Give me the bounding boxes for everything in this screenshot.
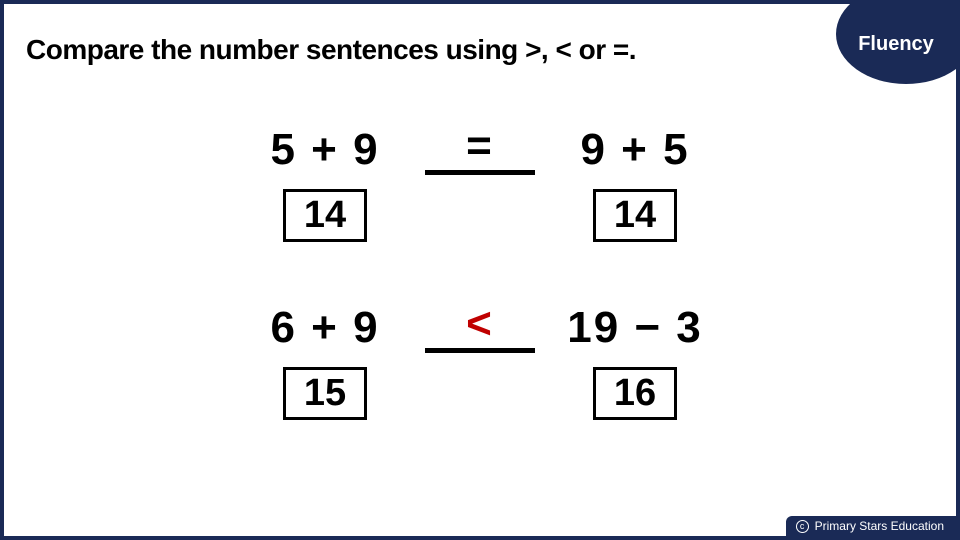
problem-row: 6 + 9 < 19 − 3 bbox=[255, 302, 705, 353]
problem-2: 6 + 9 < 19 − 3 15 16 bbox=[255, 302, 705, 420]
left-answer-box: 15 bbox=[283, 367, 367, 420]
footer-text: Primary Stars Education bbox=[815, 519, 944, 533]
answer-row: 14 14 bbox=[255, 189, 705, 242]
right-expression: 19 − 3 bbox=[565, 303, 705, 353]
footer-credit: c Primary Stars Education bbox=[786, 516, 956, 536]
comparison-blank: = bbox=[425, 124, 535, 175]
left-expression: 5 + 9 bbox=[255, 125, 395, 175]
right-answer-box: 14 bbox=[593, 189, 677, 242]
copyright-icon: c bbox=[796, 520, 809, 533]
problems-area: 5 + 9 = 9 + 5 14 14 6 + 9 < 19 − 3 15 16 bbox=[4, 124, 956, 420]
left-answer-box: 14 bbox=[283, 189, 367, 242]
left-expression: 6 + 9 bbox=[255, 303, 395, 353]
right-expression: 9 + 5 bbox=[565, 125, 705, 175]
fluency-badge: Fluency bbox=[836, 0, 960, 84]
answer-row: 15 16 bbox=[255, 367, 705, 420]
right-answer-box: 16 bbox=[593, 367, 677, 420]
comparison-blank: < bbox=[425, 302, 535, 353]
instruction-text: Compare the number sentences using >, < … bbox=[26, 34, 636, 66]
badge-label: Fluency bbox=[858, 33, 934, 56]
problem-1: 5 + 9 = 9 + 5 14 14 bbox=[255, 124, 705, 242]
problem-row: 5 + 9 = 9 + 5 bbox=[255, 124, 705, 175]
